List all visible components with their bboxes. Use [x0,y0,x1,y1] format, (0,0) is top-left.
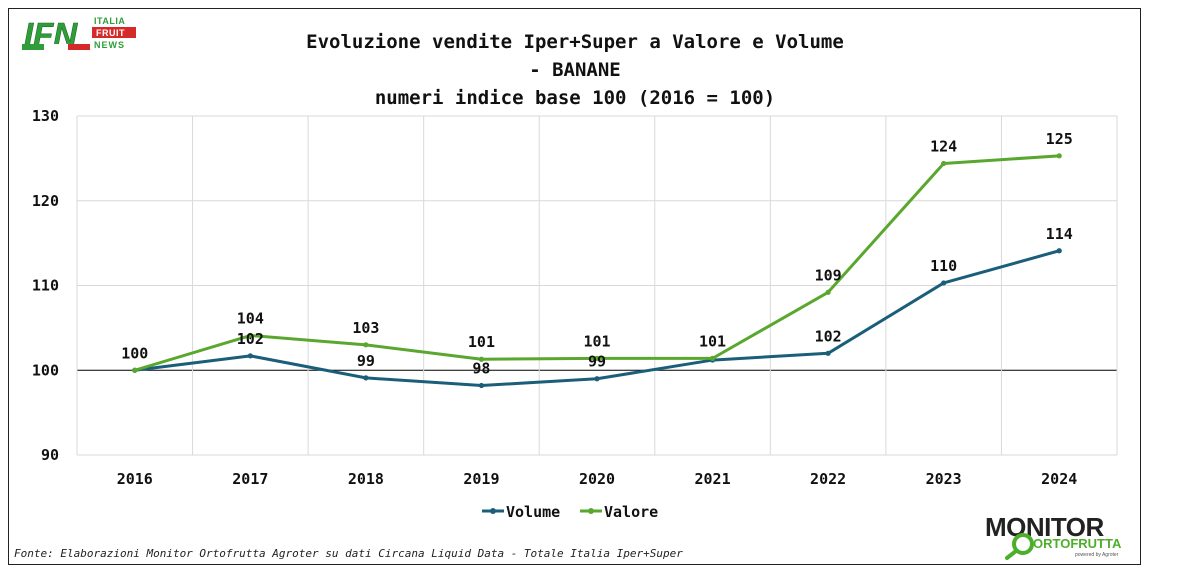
chart-title-line-3: numeri indice base 100 (2016 = 100) [374,87,776,109]
data-point-valore [594,355,600,361]
data-label-volume: 102 [815,327,842,345]
legend-label-volume: Volume [506,503,560,521]
legend-marker-volume [490,508,496,514]
data-label-valore: 104 [237,310,264,328]
data-label-valore: 100 [121,344,148,362]
chart-title-line-2: - BANANE [529,59,621,81]
data-point-volume [363,375,369,381]
data-label-valore: 125 [1046,130,1073,148]
x-tick-label: 2017 [232,470,268,488]
x-tick-label: 2016 [117,470,153,488]
chart-frame [8,8,1141,565]
monitor-ortofrutta-logo: MONITOR ORTOFRUTTA powered by Agroter [985,512,1122,560]
magnifier-icon [1012,533,1034,555]
data-label-volume: 102 [237,330,264,348]
ifn-logo-word-3: NEWS [94,40,125,50]
data-point-valore [478,356,485,362]
data-point-valore [941,160,947,167]
data-label-volume: 114 [1046,225,1073,243]
legend-marker-valore [588,508,594,514]
y-tick-label: 100 [32,361,59,379]
ifn-logo-word-1: ITALIA [94,16,125,26]
data-label-valore: 101 [583,332,610,350]
y-tick-label: 110 [32,277,59,295]
monitor-logo-sub: ORTOFRUTTA [1033,536,1122,551]
data-label-volume: 98 [472,360,490,378]
grid-layer [76,115,1118,456]
legend: Volume Valore [482,503,658,521]
data-point-volume [594,376,600,382]
x-tick-label: 2023 [926,470,962,488]
data-point-volume [247,353,253,359]
data-point-valore [363,342,369,348]
data-label-volume: 99 [357,352,375,370]
x-tick-label: 2021 [694,470,730,488]
x-tick-label: 2024 [1041,470,1077,488]
y-tick-label: 120 [32,192,59,210]
data-point-valore [1056,153,1062,159]
data-point-valore [709,355,716,361]
data-label-valore: 103 [352,319,379,337]
data-point-volume [825,350,831,356]
data-point-valore [247,332,253,339]
source-note: Fonte: Elaborazioni Monitor Ortofrutta A… [14,547,683,560]
x-tick-label: 2018 [348,470,384,488]
data-label-volume: 110 [930,257,957,275]
data-label-valore: 124 [930,137,957,155]
monitor-logo-word: MONITOR [985,512,1105,542]
x-tick-label: 2022 [810,470,846,488]
data-point-valore [132,367,138,373]
data-point-volume [478,382,485,389]
x-tick-label: 2019 [463,470,499,488]
axis-layer: 90 100 110 120 130 2016 2017 2018 2019 2020 2021 20… [32,107,1077,488]
y-tick-label: 130 [32,107,59,125]
label-layer: 102 99 98 99 102 110 114 100 104 103 101 101 101 109 1… [121,130,1073,378]
chart-title-line-1: Evoluzione vendite Iper+Super a Valore e… [306,31,844,53]
monitor-logo-powered: powered by Agroter [1075,552,1119,558]
data-label-valore: 101 [468,333,495,351]
ifn-logo-word-2: FRUIT [96,28,125,38]
y-tick-label: 90 [41,446,59,464]
legend-label-valore: Valore [604,503,658,521]
x-tick-label: 2020 [579,470,615,488]
data-label-valore: 109 [815,266,842,284]
data-point-volume [1056,248,1062,254]
data-label-volume: 99 [588,353,606,371]
data-point-valore [825,289,831,295]
data-point-volume [941,280,947,286]
ifn-logo: IFN ITALIA FRUIT NEWS [22,16,136,52]
series-layer [132,153,1062,389]
data-label-valore: 101 [699,332,726,350]
